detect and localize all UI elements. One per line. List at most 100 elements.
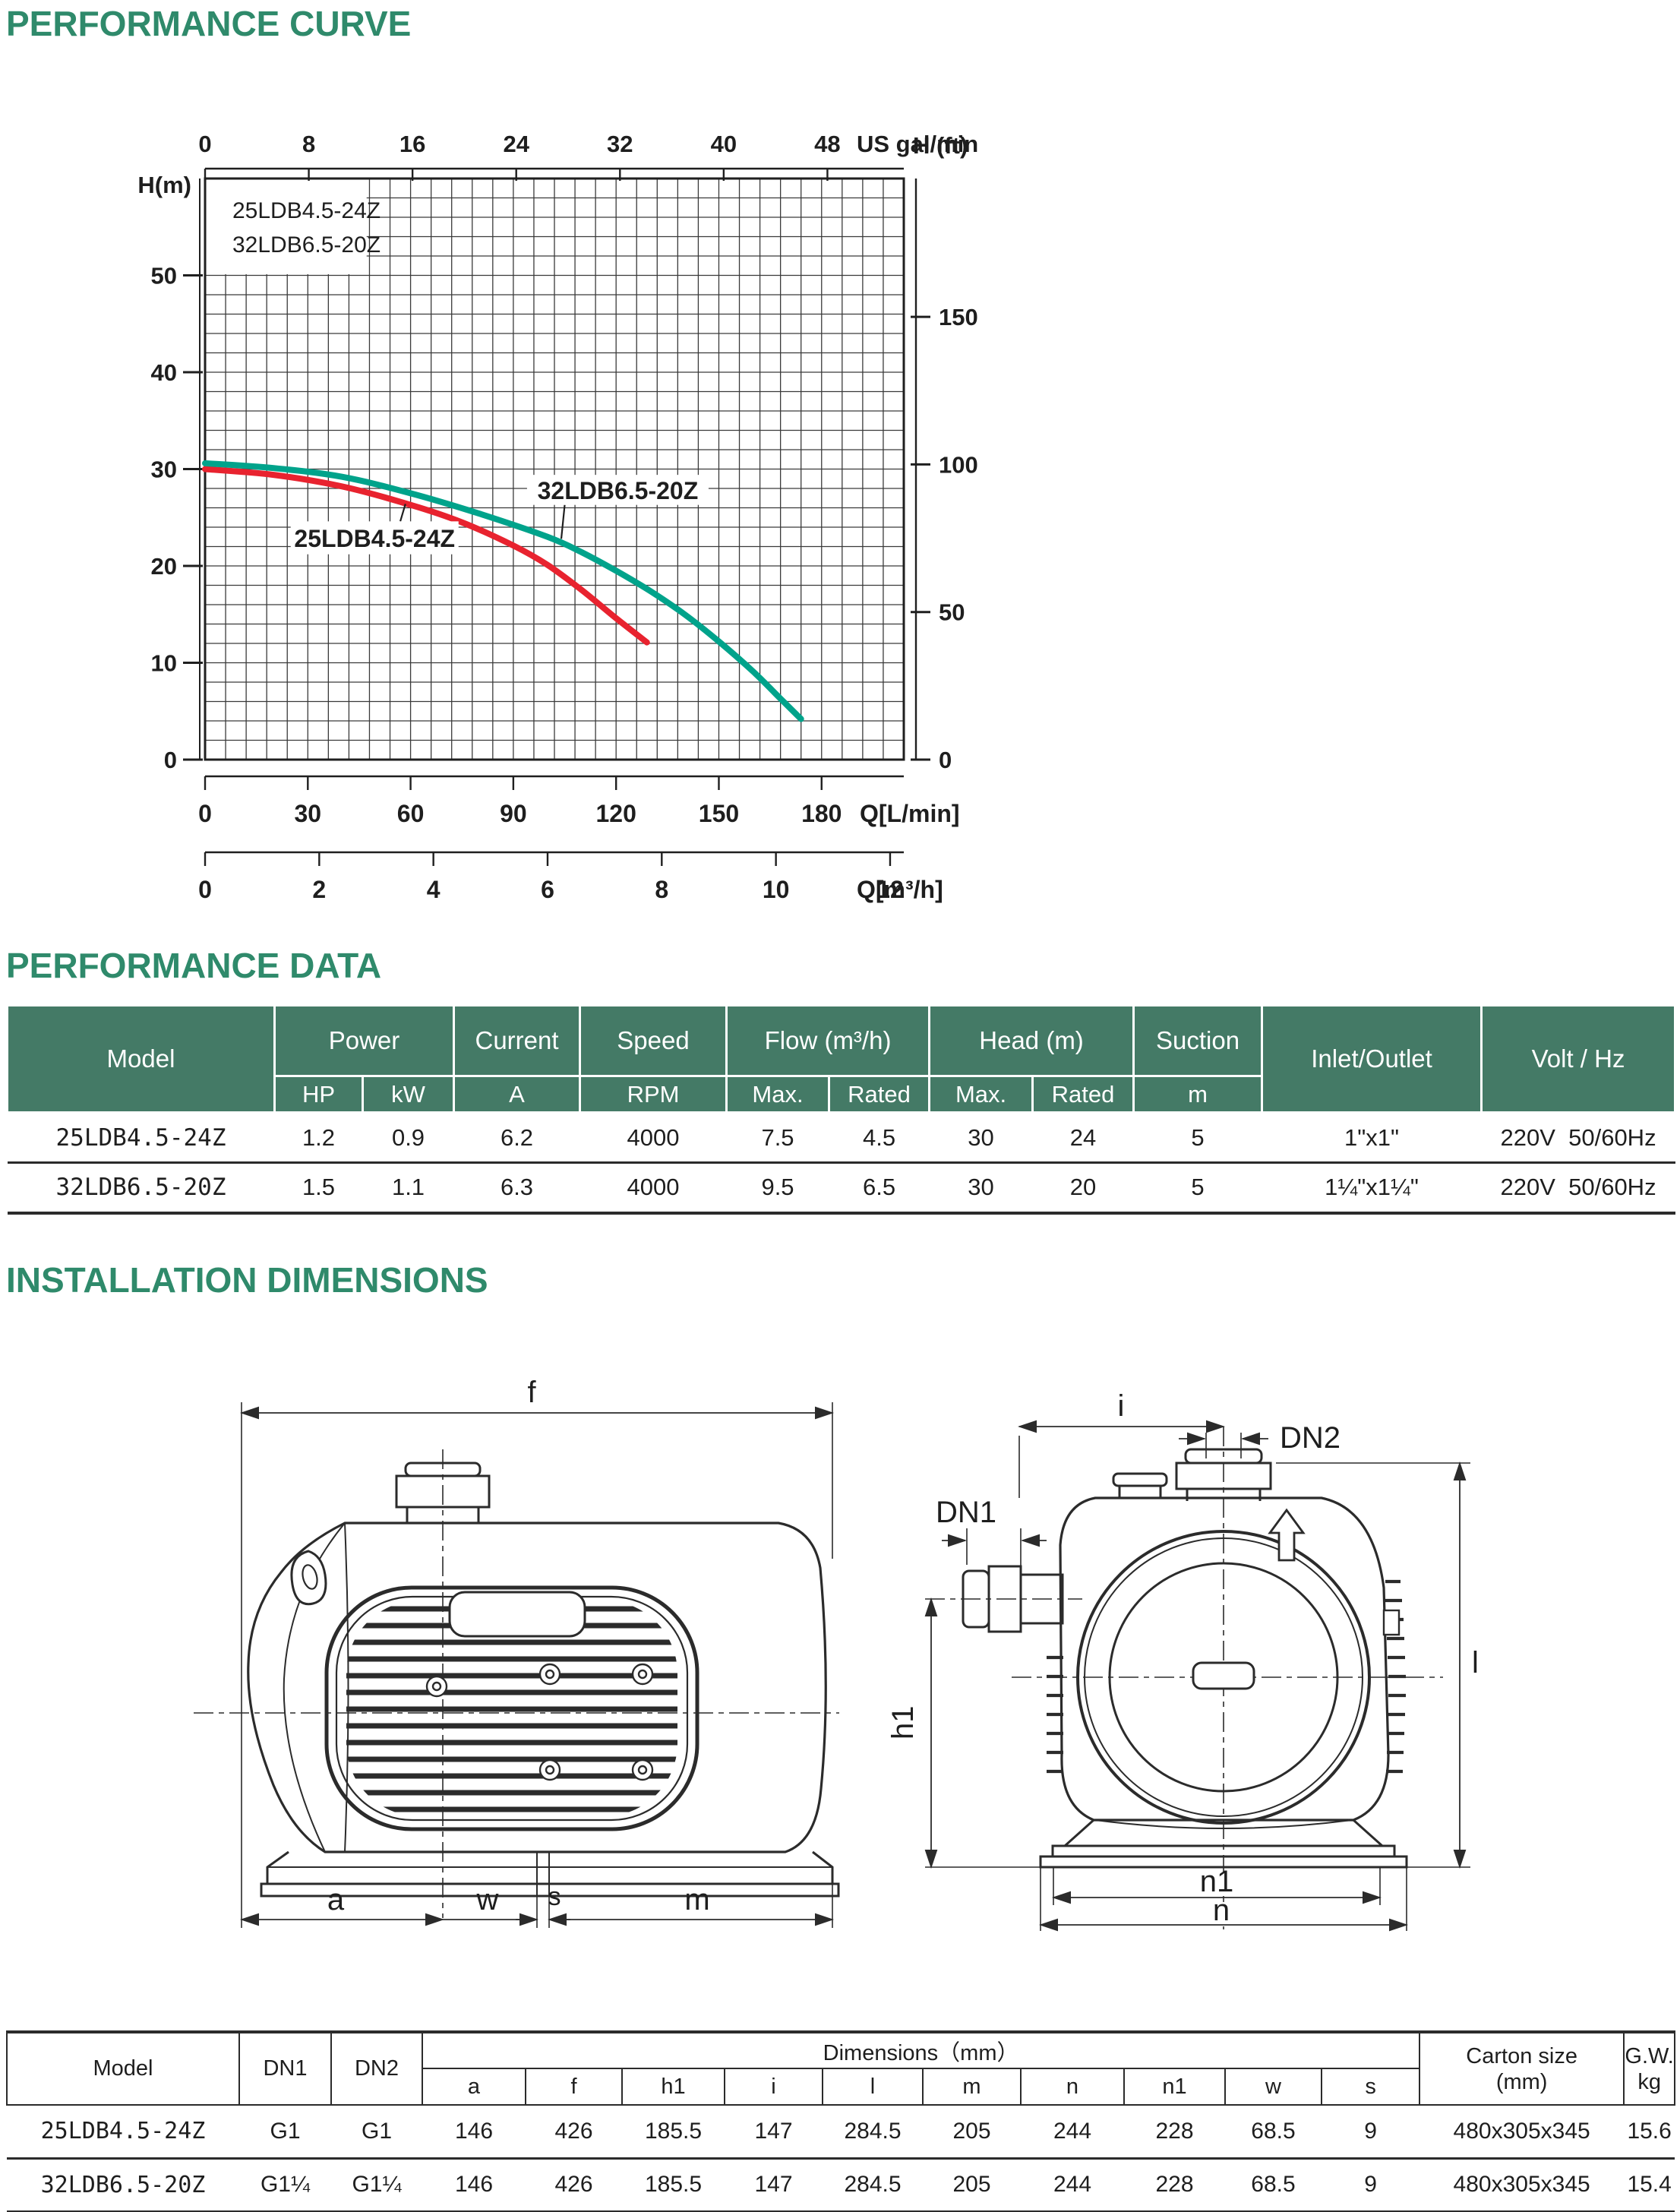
table-subheader-row: HP kW A RPM Max. Rated Max. Rated m (8, 1075, 1675, 1114)
cell: 20 (1032, 1161, 1134, 1215)
cell: 15.6 (1627, 2118, 1672, 2144)
cell: 284.5 (823, 2157, 923, 2212)
cell: 205 (952, 2118, 991, 2144)
svg-text:20: 20 (151, 553, 177, 580)
svg-text:0: 0 (198, 131, 211, 157)
col-flow-rated: Rated (828, 1075, 931, 1114)
cell: 220V 50/60Hz (1500, 1123, 1656, 1151)
curve-32LDB6.5-20Z (202, 460, 804, 722)
col-suction-m: m (1132, 1075, 1264, 1114)
curve-25LDB4.5-24Z (202, 466, 650, 646)
svg-text:US gal/min: US gal/min (857, 131, 978, 157)
svg-text:8: 8 (302, 131, 315, 157)
col-dn2: DN2 (330, 2031, 423, 2106)
col-gross-weight: G.W. kg (1623, 2031, 1676, 2106)
cell: 228 (1124, 2157, 1225, 2212)
col-n1: n1 (1123, 2068, 1226, 2106)
label-bg (1198, 1873, 1240, 1896)
svg-text:30: 30 (151, 457, 177, 483)
svg-text:150: 150 (699, 800, 739, 827)
cell: 146 (422, 2157, 526, 2212)
cell: 1.5 (274, 1161, 363, 1215)
col-dn1: DN1 (238, 2031, 332, 2106)
cell: 24 (1069, 1123, 1097, 1151)
cell-model: 32LDB6.5-20Z (7, 1161, 275, 1215)
svg-text:150: 150 (939, 304, 978, 330)
svg-text:Q[m³/h]: Q[m³/h] (857, 876, 943, 903)
cell: 9.5 (726, 1161, 829, 1215)
dim-label-i: i (1118, 1389, 1125, 1423)
cell: G1¼ (239, 2157, 331, 2212)
cell: 30 (929, 1161, 1033, 1215)
cell: 1.2 (302, 1123, 336, 1151)
dim-label-m: m (684, 1883, 709, 1917)
handle-hook-icon (290, 1550, 327, 1606)
dim-label-n: n (1213, 1894, 1230, 1927)
cell: 68.5 (1225, 2157, 1322, 2212)
cell: 4000 (627, 1123, 680, 1151)
installation-dimensions-table: Model DN1 DN2 Dimensions（mm） Carton size… (6, 2030, 1676, 2212)
cell: 5 (1191, 1123, 1205, 1151)
cell: 146 (454, 2118, 494, 2144)
svg-text:H (ft): H (ft) (913, 132, 968, 159)
dim-label-w: w (476, 1883, 499, 1917)
svg-text:0: 0 (198, 800, 212, 827)
cell: 147 (754, 2118, 793, 2144)
col-rpm: RPM (579, 1075, 728, 1114)
col-l: l (822, 2068, 924, 2106)
svg-text:60: 60 (397, 800, 425, 827)
svg-text:180: 180 (801, 800, 842, 827)
svg-text:32LDB6.5-20Z: 32LDB6.5-20Z (232, 232, 381, 258)
svg-text:10: 10 (763, 876, 790, 903)
svg-text:40: 40 (711, 131, 737, 157)
label-bg (1205, 1902, 1238, 1923)
dim-label-h1: h1 (886, 1706, 920, 1740)
svg-text:8: 8 (655, 876, 668, 903)
cell: 4000 (579, 1161, 727, 1215)
cell: 1¼"x1¼" (1262, 1161, 1482, 1215)
svg-text:120: 120 (595, 800, 636, 827)
col-model: Model (6, 2031, 240, 2106)
carton-size-line1: Carton size (1466, 2043, 1577, 2068)
svg-text:16: 16 (399, 131, 425, 157)
col-m: m (922, 2068, 1022, 2106)
table-row: 32LDB6.5-20Z 1.5 1.1 6.3 4000 9.5 6.5 30… (7, 1161, 1675, 1215)
cell: 9 (1322, 2157, 1420, 2212)
col-hp: HP (273, 1075, 364, 1114)
col-a: a (422, 2068, 526, 2106)
svg-text:Q[L/min]: Q[L/min] (860, 800, 960, 827)
cell: 284.5 (844, 2118, 902, 2144)
cell: 205 (923, 2157, 1021, 2212)
svg-text:24: 24 (503, 131, 529, 157)
cell: 220V 50/60Hz (1481, 1161, 1675, 1215)
col-model: Model (6, 1004, 276, 1114)
col-suction: Suction (1132, 1004, 1264, 1077)
col-head-rated: Rated (1031, 1075, 1135, 1114)
svg-text:4: 4 (427, 876, 441, 903)
svg-text:12: 12 (876, 876, 904, 903)
col-speed: Speed (579, 1004, 728, 1077)
cell: 9 (1364, 2118, 1377, 2144)
cell: 426 (526, 2157, 622, 2212)
svg-text:100: 100 (939, 451, 978, 478)
cell: G1 (361, 2118, 393, 2144)
col-inlet-outlet: Inlet/Outlet (1261, 1004, 1483, 1114)
gw-line1: G.W. (1625, 2043, 1674, 2068)
gw-line2: kg (1637, 2069, 1661, 2094)
cell: 6.2 (500, 1123, 534, 1151)
col-current: Current (453, 1004, 582, 1077)
svg-text:25LDB4.5-24Z: 25LDB4.5-24Z (232, 198, 381, 223)
svg-text:50: 50 (151, 263, 177, 289)
section-title-installation-dimensions: INSTALLATION DIMENSIONS (6, 1260, 488, 1300)
svg-text:32LDB6.5-20Z: 32LDB6.5-20Z (538, 477, 699, 504)
svg-text:0: 0 (164, 747, 177, 773)
cell-model: 32LDB6.5-20Z (7, 2157, 239, 2212)
cell: 5 (1133, 1161, 1262, 1215)
cell: 15.4 (1624, 2157, 1675, 2212)
pump-side-view-drawing: f a w s m (194, 1376, 840, 1928)
svg-text:30: 30 (294, 800, 321, 827)
carton-size-line2: (mm) (1495, 2069, 1548, 2094)
col-head-max: Max. (928, 1075, 1034, 1114)
svg-text:50: 50 (939, 599, 965, 626)
col-carton-size: Carton size (mm) (1419, 2031, 1625, 2106)
